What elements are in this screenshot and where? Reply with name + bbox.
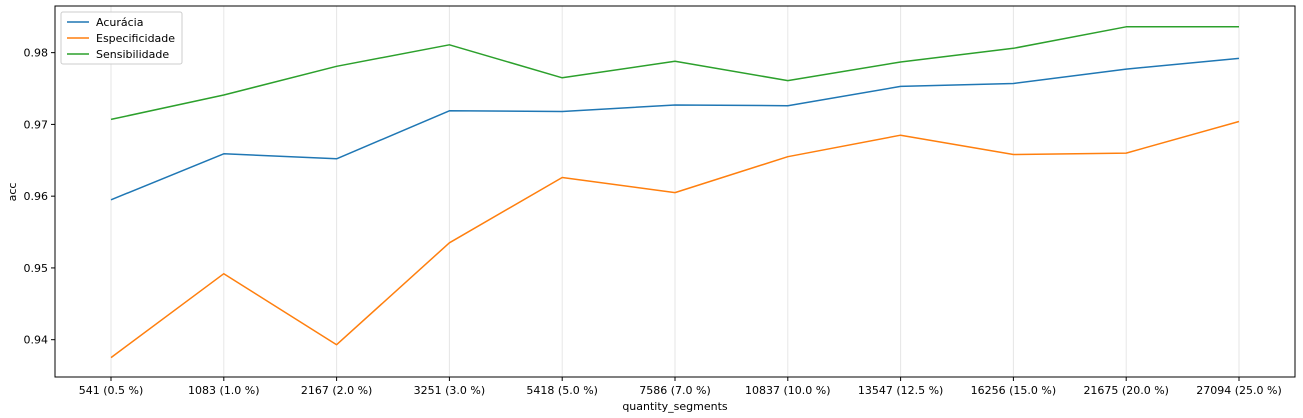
y-tick-label: 0.98 <box>24 47 49 60</box>
grid-lines <box>110 6 1240 377</box>
x-tick-label: 16256 (15.0 %) <box>971 384 1057 397</box>
legend-label: Sensibilidade <box>96 48 169 61</box>
x-axis: 541 (0.5 %) 1083 (1.0 %) 2167 (2.0 %) 3251 … <box>79 377 1282 397</box>
y-tick-label: 0.96 <box>24 190 49 203</box>
y-tick-label: 0.97 <box>24 118 49 131</box>
y-axis-label: acc <box>6 183 19 202</box>
x-axis-label: quantity_segments <box>622 400 728 413</box>
series-lines <box>110 26 1240 359</box>
x-tick-label: 2167 (2.0 %) <box>301 384 373 397</box>
x-tick-label: 21675 (20.0 %) <box>1083 384 1169 397</box>
legend: Acurácia Especificidade Sensibilidade <box>60 11 183 65</box>
x-tick-label: 541 (0.5 %) <box>79 384 144 397</box>
legend-label: Acurácia <box>96 16 143 29</box>
series-line-acurácia <box>110 57 1240 201</box>
y-tick-label: 0.95 <box>24 262 49 275</box>
x-tick-label: 3251 (3.0 %) <box>414 384 486 397</box>
x-tick-label: 27094 (25.0 %) <box>1196 384 1282 397</box>
x-tick-label: 13547 (12.5 %) <box>858 384 944 397</box>
y-axis: 0.94 0.95 0.96 0.97 0.98 <box>24 47 55 347</box>
x-tick-label: 7586 (7.0 %) <box>639 384 711 397</box>
x-tick-label: 1083 (1.0 %) <box>188 384 260 397</box>
y-tick-label: 0.94 <box>24 334 49 347</box>
series-line-especificidade <box>110 120 1240 359</box>
x-tick-label: 5418 (5.0 %) <box>526 384 598 397</box>
series-line-sensibilidade <box>110 26 1239 121</box>
legend-box <box>60 11 183 65</box>
x-tick-label: 10837 (10.0 %) <box>745 384 831 397</box>
legend-label: Especificidade <box>96 32 175 45</box>
